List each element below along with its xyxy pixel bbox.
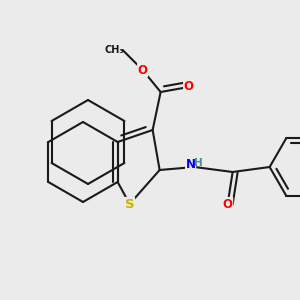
Text: H: H xyxy=(194,158,203,168)
Text: O: O xyxy=(184,80,194,94)
Text: S: S xyxy=(125,197,134,211)
Text: O: O xyxy=(223,197,232,211)
Text: O: O xyxy=(138,64,148,76)
Text: N: N xyxy=(186,158,196,172)
Text: CH₃: CH₃ xyxy=(105,45,124,55)
